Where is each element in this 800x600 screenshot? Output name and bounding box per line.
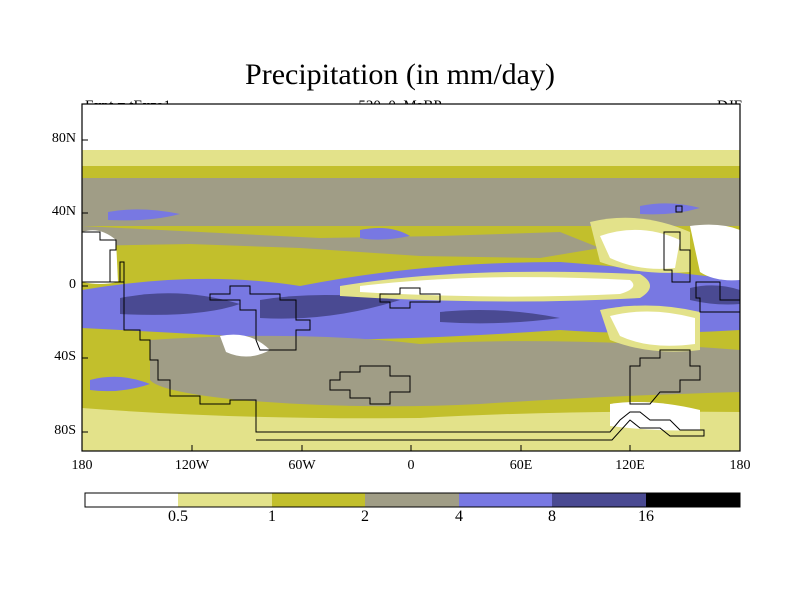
colorbar-label-1: 1 bbox=[268, 508, 276, 525]
dry-tongue-white bbox=[360, 277, 634, 297]
x-label-60e: 60E bbox=[509, 458, 533, 473]
y-label-0: 0 bbox=[69, 277, 76, 292]
coastline-central-block bbox=[209, 285, 311, 351]
subtropical-dry-white-sw bbox=[220, 334, 270, 357]
x-label-180e: 180 bbox=[729, 458, 751, 473]
north-storm-track-pacific bbox=[640, 203, 700, 215]
y-label-40n: 40N bbox=[51, 204, 76, 219]
subtropical-dry-white-se bbox=[610, 311, 695, 346]
colorbar-bin-6 bbox=[552, 493, 646, 507]
south-storm-track-west bbox=[90, 376, 150, 392]
coastline-southern-block bbox=[329, 365, 411, 405]
map-title: Precipitation (in mm/day) bbox=[245, 58, 555, 91]
coastlines bbox=[82, 205, 740, 441]
colorbar-bin-2 bbox=[178, 493, 272, 507]
north-polar-dry bbox=[82, 104, 740, 152]
tropical-core-central bbox=[260, 295, 400, 319]
colorbar-bin-4 bbox=[365, 493, 459, 507]
subtropical-dry-white-ne bbox=[600, 229, 680, 269]
south-gray-band bbox=[150, 335, 740, 407]
x-label-0: 0 bbox=[407, 458, 415, 473]
coastline-tropical-island bbox=[379, 287, 441, 309]
colorbar-bin-1 bbox=[85, 493, 178, 507]
x-label-180w: 180 bbox=[71, 458, 93, 473]
colorbar-label-8: 8 bbox=[548, 508, 556, 525]
x-label-120e: 120E bbox=[615, 458, 645, 473]
subtropical-dry-white-nw bbox=[82, 230, 118, 284]
colorbar bbox=[84, 492, 741, 508]
colorbar-frame bbox=[84, 492, 741, 508]
coastline-small-island bbox=[675, 205, 683, 213]
north-storm-track-atlantic bbox=[360, 228, 410, 240]
coastline-northeast bbox=[663, 231, 691, 283]
coastline-south-continent bbox=[123, 282, 705, 441]
colorbar-label-16: 16 bbox=[638, 508, 654, 525]
subtropical-dry-white-far-ne bbox=[690, 224, 740, 281]
x-label-120w: 120W bbox=[174, 458, 210, 473]
south-polar-dry bbox=[610, 402, 700, 431]
y-label-40s: 40S bbox=[54, 349, 76, 364]
tropical-core-east bbox=[440, 310, 560, 324]
colorbar-bin-5 bbox=[459, 493, 552, 507]
x-label-60w: 60W bbox=[288, 458, 316, 473]
colorbar-label-2: 2 bbox=[361, 508, 369, 525]
colorbar-bin-7 bbox=[646, 493, 740, 507]
y-label-80s: 80S bbox=[54, 423, 76, 438]
coastline-far-east bbox=[695, 281, 740, 313]
coastline-southeast bbox=[629, 349, 701, 405]
colorbar-bin-3 bbox=[272, 493, 365, 507]
coastline-northwest bbox=[82, 231, 125, 283]
colorbar-label-0-5: 0.5 bbox=[168, 508, 188, 525]
colorbar-label-4: 4 bbox=[455, 508, 463, 525]
midlat-gray-north bbox=[82, 226, 600, 258]
y-label-80n: 80N bbox=[51, 131, 76, 146]
tick-marks bbox=[82, 139, 631, 451]
north-storm-track-west bbox=[108, 209, 180, 221]
map-field bbox=[82, 104, 740, 451]
north-light-band bbox=[82, 150, 740, 166]
